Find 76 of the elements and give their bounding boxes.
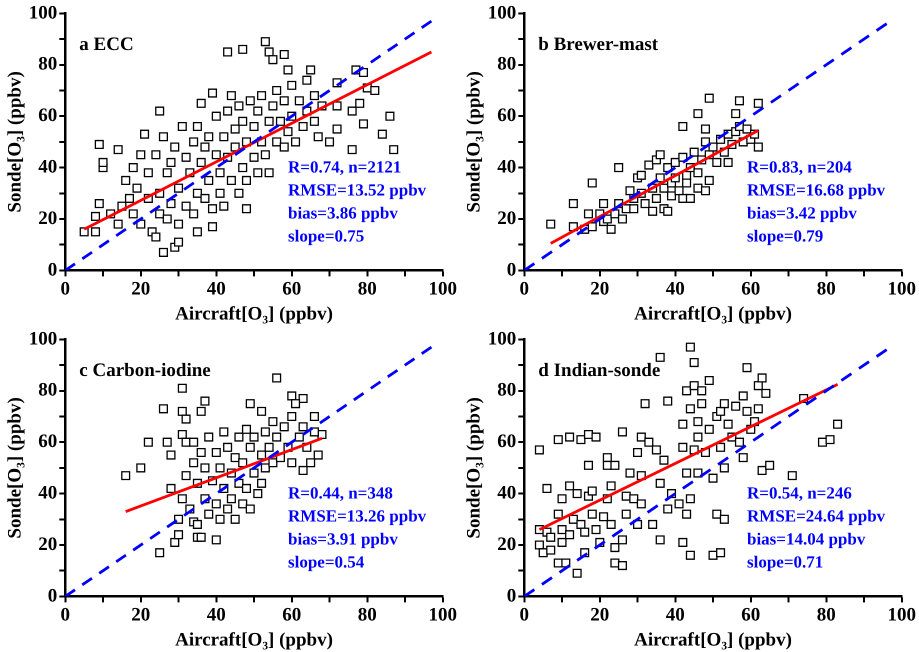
y-tick-label: 80: [38, 380, 58, 401]
x-tick-label: 60: [282, 278, 302, 300]
y-tick-label: 100: [488, 328, 516, 350]
x-tick-label: 80: [358, 604, 377, 626]
y-tick-label: 20: [497, 208, 516, 229]
annotation: slope=0.79: [746, 226, 824, 246]
text: b Brewer-mast: [538, 34, 659, 55]
annotation: RMSE=16.68 ppbv: [746, 180, 886, 200]
y-tick-label: 60: [38, 431, 58, 452]
x-tick-label: 40: [666, 604, 685, 626]
y-tick-label: 20: [38, 534, 58, 555]
y-tick-label: 20: [38, 208, 58, 229]
annotation: RMSE=24.64 ppbv: [746, 506, 886, 526]
x-tick-label: 20: [131, 278, 150, 300]
y-tick-label: 40: [497, 482, 516, 504]
x-tick-label: 60: [741, 278, 760, 300]
annotation: slope=0.71: [746, 552, 824, 572]
y-tick-label: 100: [488, 2, 516, 24]
x-tick-label: 100: [428, 604, 457, 626]
y-tick-label: 20: [497, 534, 516, 555]
y-axis-title: Sonde[O₃] (ppbv): [4, 397, 26, 539]
x-tick-label: 40: [206, 604, 226, 626]
y-tick-label: 60: [497, 105, 516, 126]
text: d Indian-sonde: [538, 360, 660, 381]
x-tick-label: 80: [816, 278, 836, 300]
annotation: bias=14.04 ppbv: [746, 530, 866, 549]
text: c Carbon-iodine: [79, 360, 211, 381]
y-tick-label: 100: [28, 328, 58, 350]
annotation: bias=3.86 ppbv: [288, 204, 398, 223]
y-axis-title: Sonde[O₃] (ppbv): [463, 71, 484, 213]
y-tick-label: 40: [38, 482, 58, 504]
x-tick-label: 0: [60, 604, 70, 626]
y-axis-title: Sonde[O₃] (ppbv): [463, 397, 484, 539]
x-axis-title: Aircraft[O₃] (ppbv): [175, 630, 333, 651]
x-tick-label: 20: [131, 604, 150, 626]
annotation: slope=0.54: [288, 552, 365, 572]
y-tick-label: 40: [38, 156, 58, 178]
y-tick-label: 0: [506, 259, 516, 280]
x-tick-label: 80: [816, 604, 836, 626]
x-tick-label: 100: [428, 278, 457, 300]
y-tick-label: 80: [497, 380, 516, 401]
y-tick-label: 0: [506, 585, 516, 606]
annotation: slope=0.75: [288, 226, 364, 246]
x-tick-label: 0: [520, 604, 530, 626]
x-tick-label: 40: [666, 278, 685, 300]
y-axis-title: Sonde[O₃] (ppbv): [4, 71, 26, 213]
annotation: bias=3.42 ppbv: [746, 204, 858, 223]
y-tick-label: 60: [38, 105, 58, 126]
x-tick-label: 100: [888, 604, 916, 626]
annotation: R=0.44, n=348: [288, 484, 393, 503]
x-tick-label: 0: [60, 278, 70, 300]
x-axis-title: Aircraft[O₃] (ppbv): [634, 304, 792, 325]
annotation: R=0.74, n=2121: [288, 158, 402, 177]
x-tick-label: 60: [741, 604, 760, 626]
y-tick-label: 0: [48, 585, 58, 606]
x-tick-label: 0: [520, 278, 530, 300]
x-tick-label: 80: [358, 278, 377, 300]
y-tick-label: 80: [497, 54, 516, 75]
text: a ECC: [79, 34, 134, 55]
x-axis-title: Aircraft[O₃] (ppbv): [634, 630, 792, 651]
x-tick-label: 40: [206, 278, 226, 300]
y-tick-label: 80: [38, 54, 58, 75]
y-tick-label: 40: [497, 156, 516, 178]
x-axis-title: Aircraft[O₃] (ppbv): [175, 304, 333, 325]
x-tick-label: 60: [282, 604, 302, 626]
annotation: R=0.83, n=204: [746, 158, 852, 177]
y-tick-label: 0: [48, 259, 58, 280]
annotation: RMSE=13.26 ppbv: [288, 506, 427, 526]
y-tick-label: 60: [497, 431, 516, 452]
annotation: bias=3.91 ppbv: [288, 530, 398, 549]
annotation: R=0.54, n=246: [746, 484, 852, 503]
x-tick-label: 20: [590, 278, 610, 300]
annotation: RMSE=13.52 ppbv: [288, 180, 427, 200]
x-tick-label: 20: [590, 604, 610, 626]
y-tick-label: 100: [28, 2, 58, 24]
x-tick-label: 100: [888, 278, 916, 300]
